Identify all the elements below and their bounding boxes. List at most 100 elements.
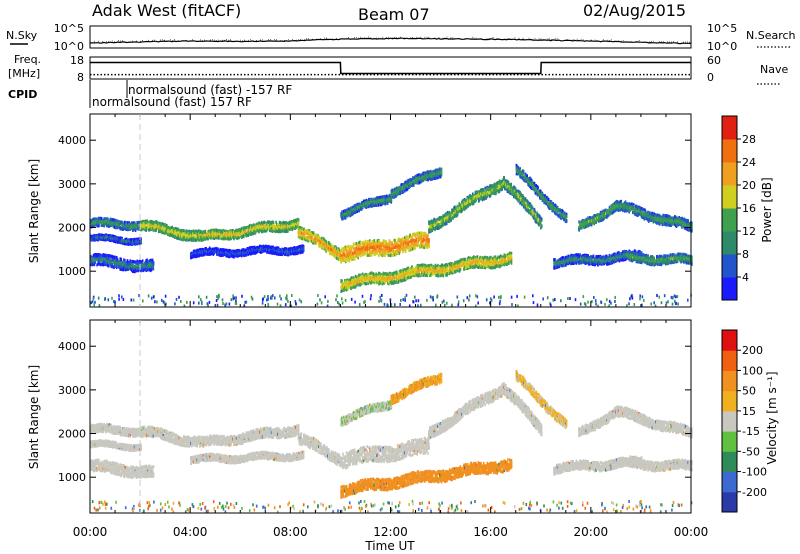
echo-point [91, 257, 94, 261]
echo-point [200, 238, 203, 242]
echo-point [149, 221, 152, 225]
echo-point [217, 236, 220, 240]
echo-point [288, 228, 291, 231]
echo-point [138, 226, 140, 230]
echo-point [137, 264, 139, 267]
echo-point [124, 240, 127, 243]
echo-point [278, 230, 280, 234]
echo-point [118, 263, 121, 267]
echo-point [283, 224, 285, 228]
echo-point [222, 230, 224, 234]
echo-point [258, 221, 260, 225]
echo-point [190, 230, 192, 234]
echo-point [154, 223, 156, 227]
echo-point [133, 269, 136, 273]
echo-point [101, 262, 104, 266]
echo-point [105, 259, 107, 262]
echo-point [249, 231, 251, 234]
echo-point [106, 219, 108, 223]
echo-point [178, 237, 181, 241]
echo-point [175, 229, 177, 233]
echo-point [163, 231, 165, 235]
echo-point [137, 261, 139, 265]
echo-point [161, 222, 164, 226]
echo-point [274, 230, 276, 234]
echo-point [114, 222, 116, 225]
echo-point [194, 235, 197, 239]
echo-point [96, 223, 98, 227]
echo-point [254, 229, 257, 233]
echo-point [102, 223, 105, 227]
echo-point [189, 229, 191, 233]
echo-point [275, 229, 277, 233]
echo-point [278, 229, 281, 233]
echo-point [133, 221, 136, 225]
echo-point [119, 221, 122, 225]
echo-point [263, 221, 266, 224]
echo-point [90, 235, 93, 239]
echo-point [169, 227, 172, 231]
echo-point [96, 217, 98, 221]
echo-point [96, 233, 98, 237]
echo-point [209, 234, 212, 238]
echo-point [152, 228, 155, 232]
echo-point [135, 242, 138, 246]
echo-point [242, 226, 245, 230]
echo-point [158, 230, 160, 234]
echo-point [107, 236, 110, 240]
echo-point [140, 220, 142, 224]
echo-point [428, 244, 430, 248]
echo-point [147, 264, 149, 268]
echo-point [287, 225, 289, 229]
echo-point [264, 225, 267, 229]
echo-point [191, 238, 193, 242]
echo-point [119, 257, 122, 261]
echo-point [234, 235, 236, 239]
echo-point [249, 229, 251, 233]
echo-point [106, 224, 108, 228]
echo-point [166, 227, 168, 231]
echo-point [283, 229, 285, 233]
echo-point [255, 225, 258, 229]
echo-point [146, 221, 148, 225]
echo-point [137, 225, 139, 229]
echo-point [104, 222, 106, 226]
echo-point [246, 226, 249, 230]
echo-point [157, 225, 159, 229]
echo-point [281, 224, 284, 228]
echo-point [252, 232, 255, 235]
echo-point [161, 231, 164, 235]
echo-point [152, 263, 155, 266]
echo-point [107, 219, 109, 223]
echo-point [99, 236, 102, 239]
echo-point [253, 224, 256, 228]
echo-point [96, 219, 98, 223]
echo-point [183, 234, 186, 238]
echo-point [342, 259, 344, 263]
echo-point [93, 217, 96, 221]
echo-point [212, 234, 215, 238]
echo-point [134, 239, 137, 243]
echo-point [131, 224, 133, 227]
echo-point [237, 228, 240, 232]
echo-point [228, 234, 231, 238]
echo-point [256, 222, 258, 226]
echo-point [151, 258, 154, 262]
echo-point [130, 265, 132, 269]
echo-point [90, 221, 93, 225]
echo-point [236, 236, 239, 240]
echo-point [102, 253, 105, 257]
echo-point [260, 223, 263, 227]
echo-point [128, 242, 131, 246]
echo-point [102, 236, 105, 240]
echo-point [235, 236, 238, 240]
echo-point [420, 231, 423, 235]
echo-point [116, 222, 119, 226]
echo-point [186, 234, 189, 237]
echo-point [134, 241, 137, 245]
echo-point [120, 239, 122, 243]
echo-point [122, 225, 124, 229]
echo-point [104, 253, 106, 257]
echo-point [242, 230, 244, 233]
echo-point [228, 236, 231, 240]
